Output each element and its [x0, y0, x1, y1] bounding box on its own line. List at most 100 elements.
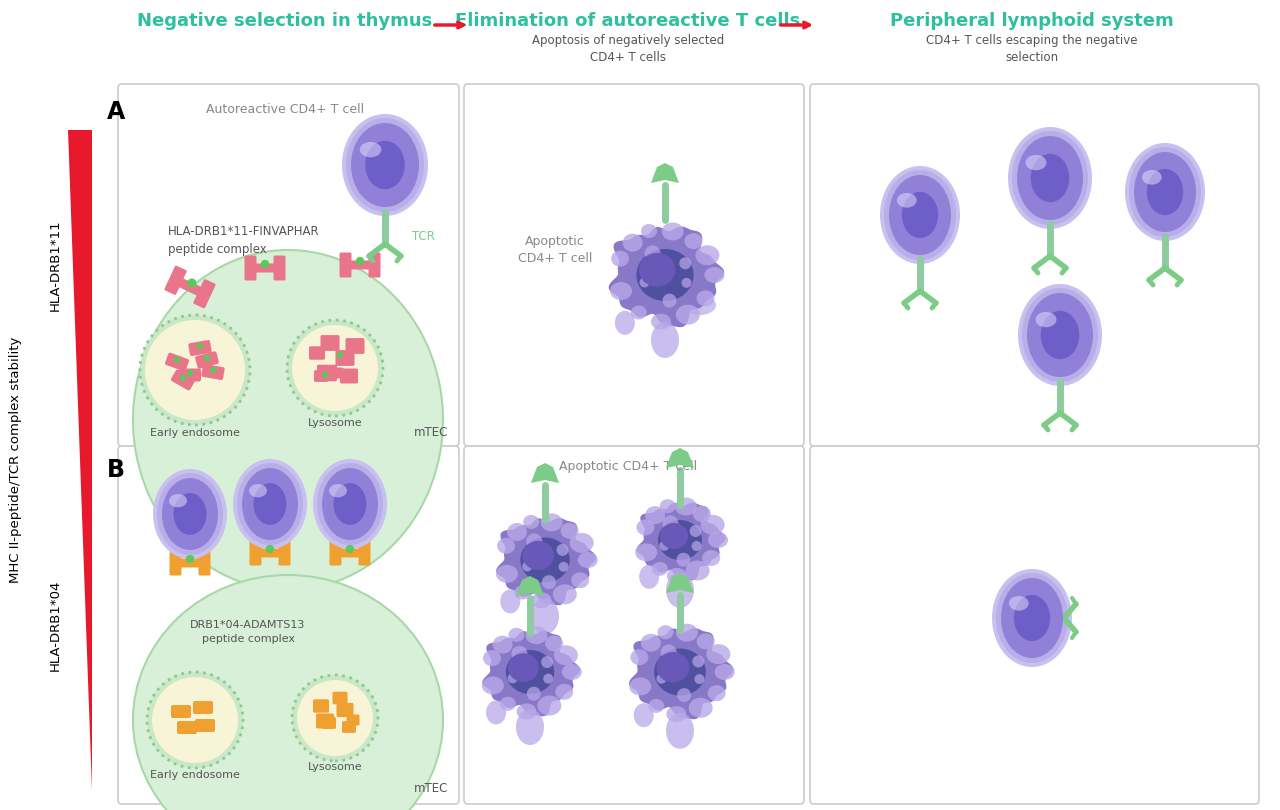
Ellipse shape	[696, 633, 714, 650]
Ellipse shape	[157, 473, 223, 555]
Ellipse shape	[486, 701, 506, 724]
Polygon shape	[483, 632, 580, 715]
Ellipse shape	[154, 469, 227, 559]
Ellipse shape	[714, 664, 735, 680]
Polygon shape	[652, 163, 678, 183]
Ellipse shape	[483, 650, 500, 666]
Ellipse shape	[707, 644, 731, 664]
Text: TCR: TCR	[412, 229, 435, 242]
FancyBboxPatch shape	[320, 335, 339, 351]
Ellipse shape	[1025, 155, 1047, 170]
Text: Elimination of autoreactive T cells: Elimination of autoreactive T cells	[456, 12, 800, 30]
Polygon shape	[630, 629, 732, 718]
Ellipse shape	[570, 533, 594, 553]
Circle shape	[691, 541, 701, 551]
Ellipse shape	[700, 515, 724, 535]
Ellipse shape	[314, 459, 387, 549]
Circle shape	[147, 672, 243, 768]
Ellipse shape	[493, 636, 512, 654]
FancyBboxPatch shape	[330, 368, 343, 378]
FancyBboxPatch shape	[314, 370, 328, 382]
FancyBboxPatch shape	[332, 548, 369, 557]
Ellipse shape	[233, 459, 307, 549]
Ellipse shape	[654, 649, 705, 696]
Ellipse shape	[667, 706, 686, 723]
Circle shape	[527, 687, 541, 701]
Circle shape	[645, 245, 660, 262]
Ellipse shape	[351, 123, 419, 207]
Ellipse shape	[1036, 312, 1056, 327]
Ellipse shape	[890, 175, 951, 255]
Circle shape	[197, 343, 202, 348]
Circle shape	[187, 556, 193, 562]
Ellipse shape	[1134, 152, 1196, 232]
Text: mTEC: mTEC	[413, 425, 448, 438]
Circle shape	[338, 352, 343, 357]
Ellipse shape	[1129, 147, 1201, 237]
Text: Lysosome: Lysosome	[307, 762, 362, 772]
Ellipse shape	[250, 484, 268, 497]
Ellipse shape	[1009, 127, 1092, 229]
Text: A: A	[108, 100, 125, 124]
Circle shape	[508, 673, 517, 684]
Circle shape	[297, 680, 372, 756]
Ellipse shape	[515, 586, 530, 599]
Ellipse shape	[169, 494, 187, 507]
Circle shape	[541, 656, 553, 668]
FancyBboxPatch shape	[177, 721, 197, 734]
Text: MHC II-peptide/TCR complex stability: MHC II-peptide/TCR complex stability	[9, 337, 23, 583]
FancyBboxPatch shape	[195, 719, 215, 732]
Ellipse shape	[571, 572, 589, 588]
Ellipse shape	[174, 493, 206, 535]
Ellipse shape	[507, 523, 527, 541]
Ellipse shape	[658, 520, 701, 560]
Ellipse shape	[636, 519, 654, 535]
Polygon shape	[497, 518, 595, 604]
Ellipse shape	[554, 646, 577, 665]
FancyBboxPatch shape	[170, 369, 195, 390]
Ellipse shape	[538, 696, 562, 715]
FancyBboxPatch shape	[244, 255, 256, 280]
Circle shape	[292, 325, 378, 411]
FancyBboxPatch shape	[188, 340, 211, 356]
Ellipse shape	[696, 291, 714, 306]
Ellipse shape	[1009, 596, 1029, 611]
Ellipse shape	[611, 250, 628, 266]
FancyBboxPatch shape	[250, 540, 261, 565]
Ellipse shape	[692, 506, 710, 522]
Circle shape	[695, 674, 704, 684]
Ellipse shape	[237, 463, 303, 545]
Circle shape	[659, 541, 669, 551]
Text: HLA-DRB1*11-FINVAPHAR
peptide complex: HLA-DRB1*11-FINVAPHAR peptide complex	[168, 225, 320, 256]
Text: Early endosome: Early endosome	[150, 428, 239, 438]
Ellipse shape	[662, 223, 684, 241]
Ellipse shape	[636, 249, 694, 301]
Text: Negative selection in thymus: Negative selection in thymus	[137, 12, 433, 30]
FancyBboxPatch shape	[198, 551, 210, 575]
Ellipse shape	[346, 118, 424, 212]
FancyBboxPatch shape	[251, 548, 289, 557]
Ellipse shape	[1125, 143, 1204, 241]
Ellipse shape	[657, 652, 690, 683]
Ellipse shape	[1018, 136, 1083, 220]
Text: Apoptosis of negatively selected
CD4+ T cells: Apoptosis of negatively selected CD4+ T …	[532, 34, 724, 64]
Ellipse shape	[540, 514, 563, 531]
Ellipse shape	[676, 305, 700, 325]
Ellipse shape	[897, 193, 916, 207]
Circle shape	[292, 675, 378, 761]
Ellipse shape	[506, 650, 554, 694]
Ellipse shape	[614, 311, 635, 335]
Circle shape	[261, 261, 269, 267]
Ellipse shape	[497, 538, 515, 554]
Ellipse shape	[329, 484, 347, 497]
FancyBboxPatch shape	[323, 717, 335, 729]
Circle shape	[676, 552, 690, 567]
Circle shape	[690, 525, 701, 537]
FancyBboxPatch shape	[342, 721, 356, 733]
Text: HLA-DRB1*04: HLA-DRB1*04	[49, 579, 61, 671]
Ellipse shape	[704, 267, 724, 283]
Ellipse shape	[1021, 288, 1098, 382]
Ellipse shape	[524, 515, 539, 529]
Ellipse shape	[652, 322, 678, 358]
Circle shape	[152, 677, 238, 763]
